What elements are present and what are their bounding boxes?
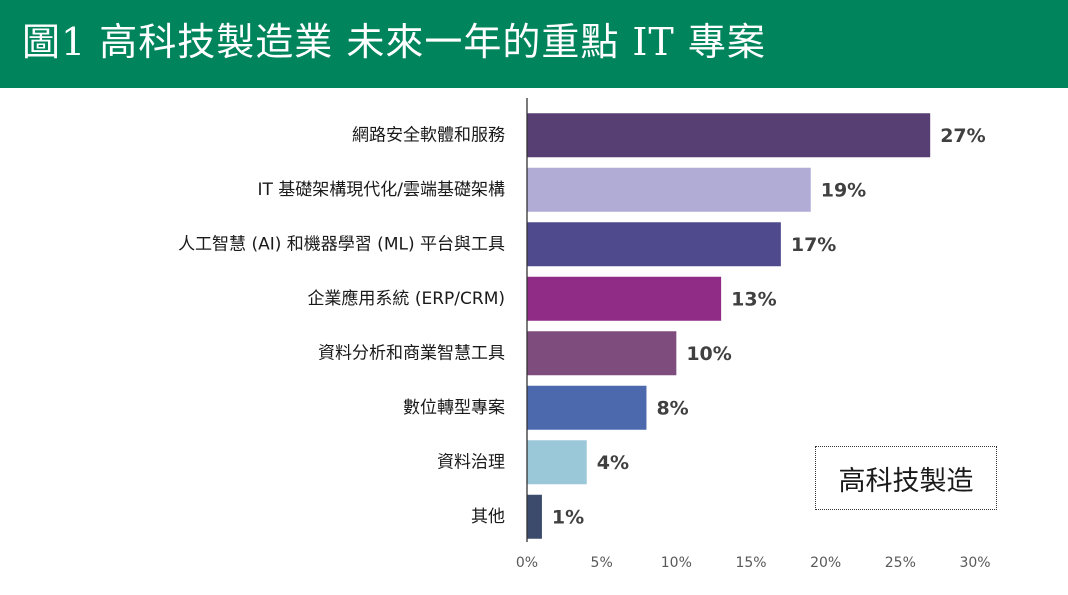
bar: [527, 440, 587, 485]
value-label: 17%: [791, 234, 836, 256]
x-tick-label: 5%: [591, 555, 613, 571]
x-tick-label: 25%: [885, 555, 916, 571]
category-label: IT 基礎架構現代化/雲端基礎架構: [257, 180, 505, 200]
bar: [527, 276, 722, 321]
x-tick-label: 0%: [516, 555, 538, 571]
category-label: 人工智慧 (AI) 和機器學習 (ML) 平台與工具: [178, 234, 505, 254]
x-tick-label: 15%: [735, 555, 766, 571]
value-label: 27%: [940, 125, 985, 147]
value-label: 10%: [686, 343, 731, 365]
bar: [527, 222, 781, 267]
category-label: 其他: [471, 507, 505, 527]
bar-chart: 網路安全軟體和服務 27% IT 基礎架構現代化/雲端基礎架構 19% 人工智慧 (AI…: [178, 98, 991, 571]
bar: [527, 331, 677, 376]
bar: [527, 113, 931, 158]
value-label: 19%: [821, 179, 866, 201]
category-label: 企業應用系統 (ERP/CRM): [307, 288, 505, 309]
x-tick-label: 10%: [661, 555, 692, 571]
category-label: 資料分析和商業智慧工具: [318, 343, 505, 363]
category-label: 網路安全軟體和服務: [352, 125, 505, 145]
value-label: 8%: [656, 397, 688, 419]
title-banner: 圖1 高科技製造業 未來一年的重點 IT 專案: [0, 0, 1068, 88]
bar: [527, 385, 647, 430]
legend: 高科技製造: [815, 446, 997, 510]
value-label: 1%: [552, 506, 584, 528]
category-label: 數位轉型專案: [403, 398, 505, 418]
x-tick-label: 30%: [959, 555, 990, 571]
value-label: 4%: [597, 452, 629, 474]
value-label: 13%: [731, 288, 776, 310]
bar: [527, 167, 811, 212]
bar: [527, 494, 542, 539]
x-tick-label: 20%: [810, 555, 841, 571]
page-title: 圖1 高科技製造業 未來一年的重點 IT 專案: [22, 20, 766, 64]
category-label: 資料治理: [437, 452, 505, 472]
